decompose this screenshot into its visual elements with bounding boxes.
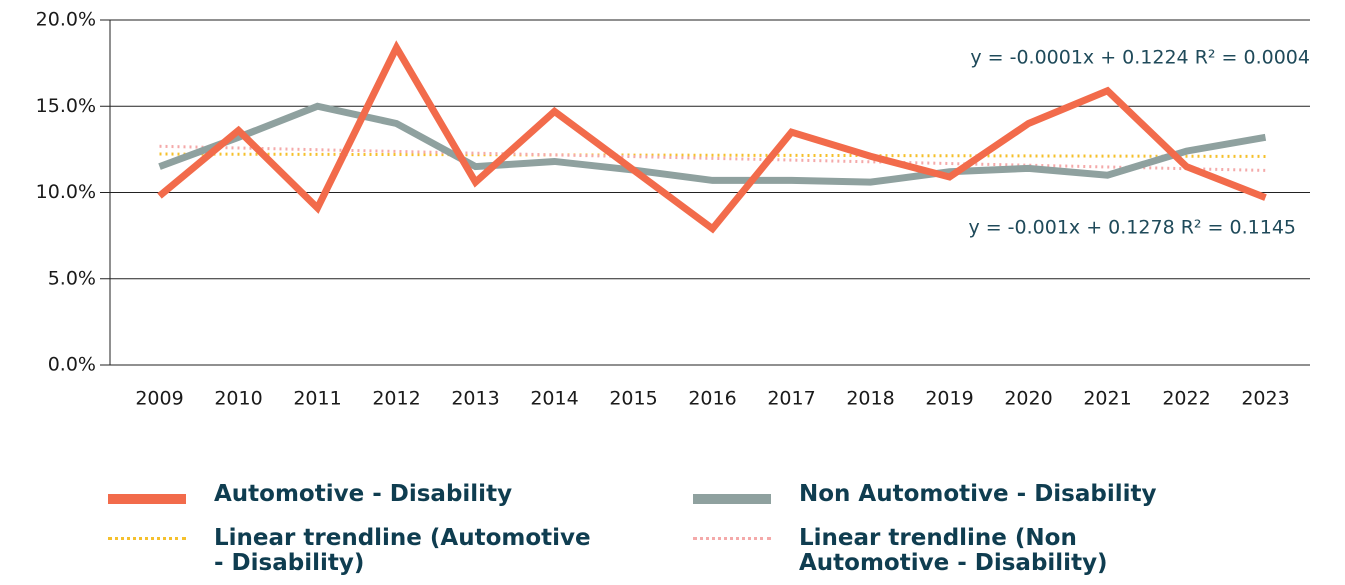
legend-label: Non Automotive - Disability xyxy=(799,481,1157,507)
x-tick-label: 2017 xyxy=(767,388,815,410)
x-tick-label: 2019 xyxy=(925,388,973,410)
x-tick-label: 2013 xyxy=(451,388,499,410)
legend-item: Non Automotive - Disability xyxy=(693,482,1229,507)
x-tick-label: 2012 xyxy=(372,388,420,410)
x-tick-label: 2020 xyxy=(1004,388,1052,410)
legend-swatch xyxy=(108,494,186,504)
legend-item: Linear trendline (Automotive - Disabilit… xyxy=(108,526,594,576)
x-tick-label: 2011 xyxy=(293,388,341,410)
y-tick-label: 20.0% xyxy=(36,9,96,31)
legend: Automotive - Disability Non Automotive - … xyxy=(0,470,1345,585)
legend-swatch xyxy=(693,494,771,504)
x-tick-label: 2023 xyxy=(1241,388,1289,410)
y-tick-label: 15.0% xyxy=(36,95,96,117)
legend-swatch xyxy=(108,537,186,540)
legend-label: Automotive - Disability xyxy=(214,481,513,507)
line-series xyxy=(159,152,1266,158)
x-tick-label: 2018 xyxy=(846,388,894,410)
legend-item: Automotive - Disability xyxy=(108,482,644,507)
chart: y = -0.0001x + 0.1224 R² = 0.0004 y = -0… xyxy=(36,9,1310,410)
legend-swatch xyxy=(693,537,771,540)
x-tick-label: 2022 xyxy=(1162,388,1210,410)
y-tick-label: 5.0% xyxy=(48,267,96,289)
line-series xyxy=(157,40,1267,234)
y-tick-label: 10.0% xyxy=(36,181,96,203)
annotation: y = -0.001x + 0.1278 R² = 0.1145 xyxy=(968,217,1296,239)
x-tick-label: 2009 xyxy=(135,388,183,410)
line-series xyxy=(159,144,1266,172)
x-tick-label: 2015 xyxy=(609,388,657,410)
x-tick-label: 2014 xyxy=(530,388,578,410)
line-series xyxy=(158,102,1267,186)
x-tick-label: 2021 xyxy=(1083,388,1131,410)
x-tick-label: 2010 xyxy=(214,388,262,410)
legend-label: Linear trendline (Non Automotive - Disab… xyxy=(799,525,1108,576)
legend-item: Linear trendline (Non Automotive - Disab… xyxy=(693,526,1179,576)
y-tick-label: 0.0% xyxy=(48,354,96,376)
x-tick-label: 2016 xyxy=(688,388,736,410)
annotation: y = -0.0001x + 0.1224 R² = 0.0004 xyxy=(970,47,1310,69)
legend-label: Linear trendline (Automotive - Disabilit… xyxy=(214,525,591,576)
